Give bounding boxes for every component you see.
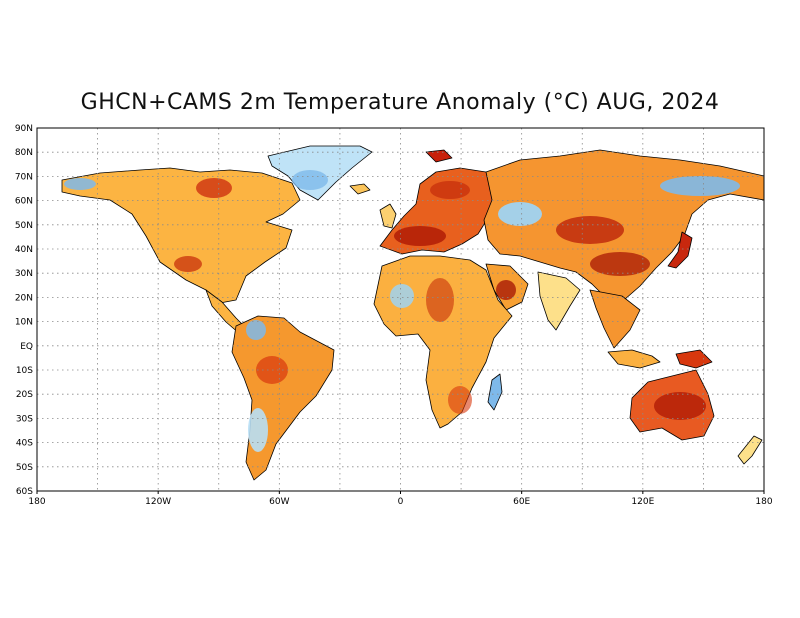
southeast-asia <box>589 289 641 349</box>
svalbard <box>425 149 453 163</box>
new-zealand <box>737 435 763 465</box>
latitude-tick-label: 60N <box>15 197 33 207</box>
latitude-tick-label: 10N <box>15 318 33 328</box>
longitude-tick-label: 120W <box>145 497 171 507</box>
latitude-tick-label: 90N <box>15 124 33 134</box>
land-layer <box>61 145 764 481</box>
latitude-tick-label: 50N <box>15 221 33 231</box>
latitude-tick-label: EQ <box>20 342 33 352</box>
latitude-tick-label: 30N <box>15 269 33 279</box>
latitude-tick-label: 20N <box>15 293 33 303</box>
indonesia <box>607 349 661 369</box>
longitude-labels: 180 120W 60W 0 60E 120E 180 <box>28 491 773 507</box>
longitude-tick-label: 180 <box>755 497 772 507</box>
latitude-tick-label: 40N <box>15 245 33 255</box>
latitude-tick-label: 50S <box>16 463 33 473</box>
latitude-tick-label: 70N <box>15 172 33 182</box>
north-america <box>61 167 301 304</box>
longitude-tick-label: 60W <box>269 497 289 507</box>
latitude-tick-label: 30S <box>16 414 33 424</box>
latitude-tick-label: 10S <box>16 366 33 376</box>
iceland <box>349 183 371 195</box>
madagascar <box>487 373 503 411</box>
graticule <box>37 128 764 491</box>
latitude-labels: 90N 80N 70N 60N 50N 40N 30N 20N 10N EQ 10S 20S 30S 40… <box>15 124 33 497</box>
latitude-tick-label: 60S <box>16 487 33 497</box>
india <box>537 271 581 331</box>
longitude-tick-label: 180 <box>28 497 45 507</box>
new-guinea <box>675 349 713 369</box>
japan <box>667 231 693 269</box>
uk <box>379 203 397 229</box>
longitude-tick-label: 0 <box>398 497 404 507</box>
latitude-tick-label: 80N <box>15 148 33 158</box>
longitude-tick-label: 120E <box>631 497 654 507</box>
map-title: GHCN+CAMS 2m Temperature Anomaly (°C) AU… <box>80 90 720 115</box>
anomaly-hotspots <box>64 170 740 452</box>
longitude-tick-label: 60E <box>513 497 530 507</box>
latitude-tick-label: 20S <box>16 390 33 400</box>
latitude-tick-label: 40S <box>16 439 33 449</box>
